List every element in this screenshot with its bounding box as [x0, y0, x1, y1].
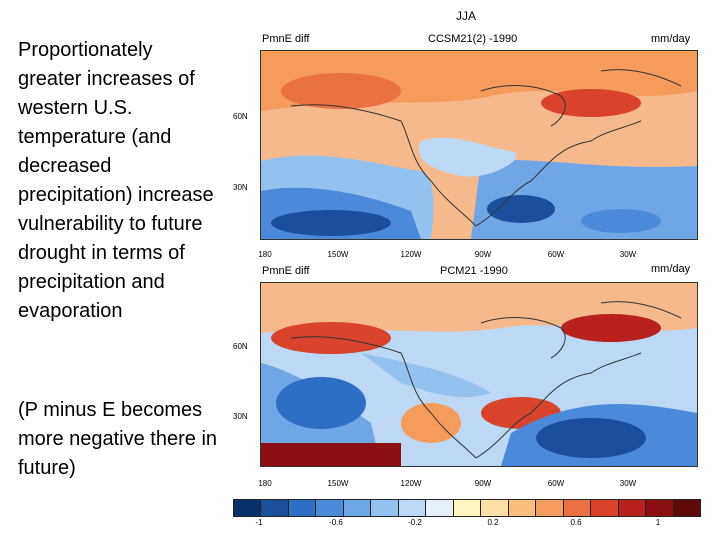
top-panel-center-label: CCSM21(2) -1990: [428, 33, 518, 45]
bottom-lat-60n: 60N: [233, 342, 248, 351]
colorbar-swatch: [645, 500, 673, 516]
colorbar-label-neg06: -0.6: [329, 518, 343, 527]
colorbar-label-06: 0.6: [570, 518, 582, 527]
colorbar-swatch: [425, 500, 453, 516]
bottom-lat-30n: 30N: [233, 412, 248, 421]
top-map: [260, 50, 698, 240]
top-lat-30n: 30N: [233, 183, 248, 192]
colorbar-swatch: [590, 500, 618, 516]
colorbar-swatch: [315, 500, 343, 516]
colorbar-label-neg02: -0.2: [408, 518, 422, 527]
colorbar-swatch: [672, 500, 700, 516]
colorbar: [233, 499, 701, 517]
colorbar-swatch: [342, 500, 371, 516]
bottom-lon-150w: 150W: [327, 479, 349, 488]
colorbar-label-neg1: -1: [255, 518, 263, 527]
colorbar-swatch: [260, 500, 288, 516]
bottom-lon-30w: 30W: [619, 479, 637, 488]
top-lon-30w: 30W: [619, 250, 637, 259]
bottom-lon-120w: 120W: [400, 479, 422, 488]
colorbar-swatch: [397, 500, 426, 516]
bottom-map: [260, 282, 698, 467]
colorbar-swatch: [452, 500, 481, 516]
colorbar-swatch: [617, 500, 646, 516]
bottom-lon-180: 180: [258, 479, 272, 488]
colorbar-swatch: [507, 500, 536, 516]
bottom-panel-left-label: PmnE diff: [262, 265, 310, 277]
slide-note-text: (P minus E becomes more negative there i…: [18, 399, 218, 479]
bottom-panel-center-label: PCM21 -1990: [440, 265, 508, 277]
season-title: JJA: [456, 9, 477, 23]
bottom-lon-90w: 90W: [474, 479, 492, 488]
slide-main-text: Proportionately greater increases of wes…: [18, 39, 214, 322]
colorbar-label-1: 1: [655, 518, 661, 527]
colorbar-swatch: [234, 500, 261, 516]
top-lon-120w: 120W: [400, 250, 422, 259]
colorbar-label-02: 0.2: [487, 518, 499, 527]
colorbar-swatch: [287, 500, 316, 516]
colorbar-swatch: [370, 500, 398, 516]
top-panel-left-label: PmnE diff: [262, 33, 310, 45]
top-lon-90w: 90W: [474, 250, 492, 259]
top-lat-60n: 60N: [233, 112, 248, 121]
colorbar-swatch: [562, 500, 591, 516]
top-lon-180: 180: [258, 250, 272, 259]
top-panel-unit: mm/day: [651, 33, 691, 45]
top-lon-150w: 150W: [327, 250, 349, 259]
top-lon-60w: 60W: [547, 250, 565, 259]
colorbar-swatch: [535, 500, 563, 516]
bottom-lon-60w: 60W: [547, 479, 565, 488]
colorbar-swatch: [480, 500, 508, 516]
bottom-panel-unit: mm/day: [651, 263, 691, 275]
